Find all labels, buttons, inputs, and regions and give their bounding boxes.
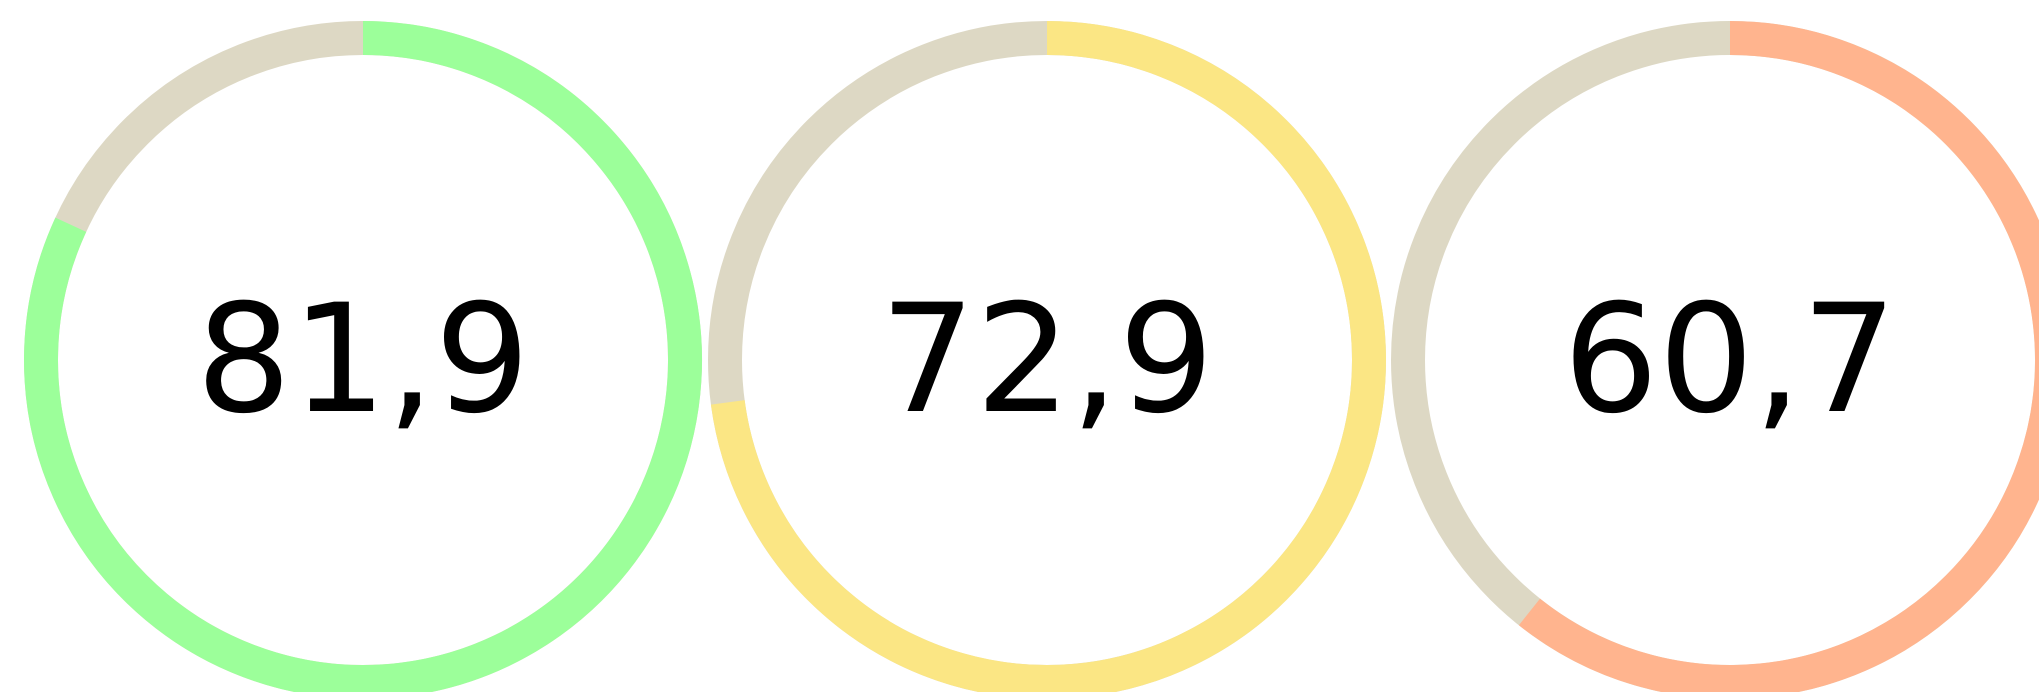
gauge-value: 60,7 [1563,273,1897,447]
gauge-value: 72,9 [880,273,1214,447]
gauge-arc [710,21,1386,692]
gauge-arc [1518,21,2039,692]
gauge-value: 81,9 [196,273,530,447]
gauge-arc [24,21,702,692]
